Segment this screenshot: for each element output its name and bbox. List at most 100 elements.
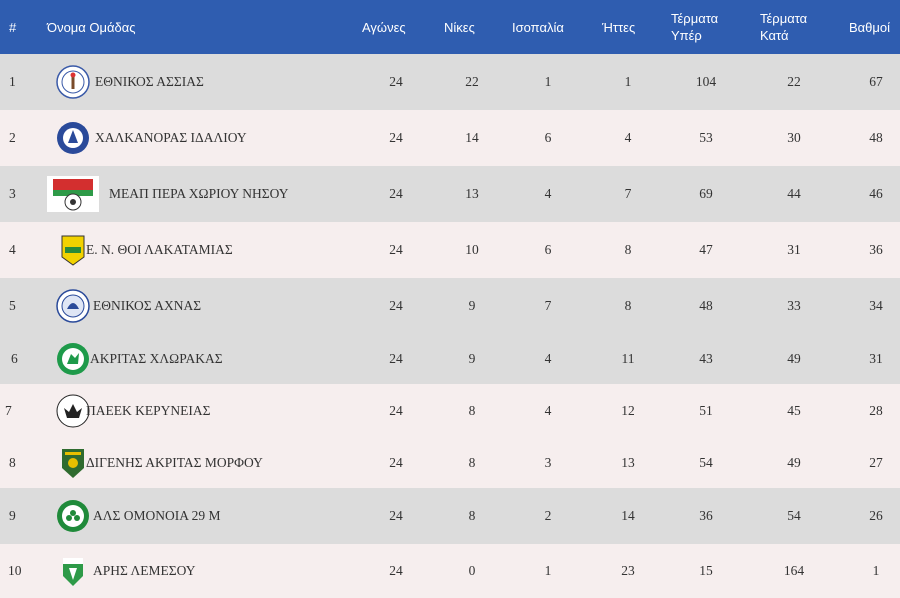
losses-value: 4 <box>624 130 632 145</box>
losses-value: 12 <box>621 403 635 418</box>
team-name[interactable]: ΑΚΡΙΤΑΣ ΧΛΩΡΑΚΑΣ <box>90 351 223 366</box>
rank-value: 10 <box>8 563 22 578</box>
digenis-crest-icon <box>44 438 102 488</box>
rank-value: 9 <box>9 508 16 523</box>
wins-value: 8 <box>468 508 476 523</box>
rank-value: 1 <box>9 74 16 89</box>
thoi-crest-icon <box>44 222 102 278</box>
goals-against-value: 33 <box>787 298 801 313</box>
draws-value: 3 <box>544 455 552 470</box>
points-value: 26 <box>869 508 883 523</box>
played-value: 24 <box>389 508 403 523</box>
goals-for-value: 43 <box>699 351 713 366</box>
played-value: 24 <box>389 351 403 366</box>
goals-for-value: 15 <box>699 563 713 578</box>
akritas-chlorakas-crest-icon <box>44 334 102 384</box>
losses-value: 11 <box>621 351 635 366</box>
table-row[interactable]: 1 ΕΘΝΙΚΟΣ ΑΣΣΙΑΣ 24 22 1 1 104 22 67 <box>0 54 900 110</box>
table-row[interactable]: 4 Ε. Ν. ΘΟΙ ΛΑΚΑΤΑΜΙΑΣ 24 10 6 8 47 31 36 <box>0 222 900 278</box>
losses-value: 7 <box>624 186 632 201</box>
goals-against-value: 49 <box>787 455 801 470</box>
draws-value: 1 <box>544 563 552 578</box>
goals-against-value: 44 <box>787 186 801 201</box>
table-row[interactable]: 6 ΑΚΡΙΤΑΣ ΧΛΩΡΑΚΑΣ 24 9 4 11 43 49 31 <box>0 334 900 384</box>
wins-value: 9 <box>468 298 476 313</box>
team-name[interactable]: ΧΑΛΚΑΝΟΡΑΣ ΙΔΑΛΙΟΥ <box>95 130 247 145</box>
played-value: 24 <box>389 242 403 257</box>
wins-value: 8 <box>468 403 476 418</box>
points-value: 46 <box>869 186 883 201</box>
table-row[interactable]: 2 ΧΑΛΚΑΝΟΡΑΣ ΙΔΑΛΙΟΥ 24 14 6 4 53 30 48 <box>0 110 900 166</box>
chalkanoras-crest-icon <box>44 110 102 166</box>
header-wins: Νίκες <box>444 19 475 35</box>
played-value: 24 <box>389 563 403 578</box>
goals-against-value: 49 <box>787 351 801 366</box>
draws-value: 7 <box>544 298 552 313</box>
goals-for-value: 47 <box>699 242 713 257</box>
goals-for-value: 54 <box>699 455 713 470</box>
draws-value: 6 <box>544 242 552 257</box>
team-name[interactable]: ΑΛΣ ΟΜΟΝΟΙΑ 29 Μ <box>93 508 221 523</box>
team-name[interactable]: ΕΘΝΙΚΟΣ ΑΧΝΑΣ <box>93 298 202 313</box>
points-value: 34 <box>869 298 883 313</box>
goals-for-value: 51 <box>699 403 713 418</box>
header-goals-against: Τέρματα Κατά <box>760 11 808 43</box>
header-played: Αγώνες <box>362 19 406 35</box>
goals-for-value: 104 <box>695 74 717 89</box>
goals-against-value: 31 <box>787 242 801 257</box>
header-points: Βαθμοί <box>849 19 891 35</box>
meap-crest-icon <box>44 166 102 222</box>
points-value: 31 <box>869 351 883 366</box>
team-name[interactable]: ΕΘΝΙΚΟΣ ΑΣΣΙΑΣ <box>95 74 204 89</box>
table-row[interactable]: 5 ΕΘΝΙΚΟΣ ΑΧΝΑΣ 24 9 7 8 48 33 34 <box>0 278 900 334</box>
team-name[interactable]: ΠΑΕΕΚ ΚΕΡΥΝΕΙΑΣ <box>86 403 211 418</box>
table-row[interactable]: 7 ΠΑΕΕΚ ΚΕΡΥΝΕΙΑΣ 24 8 4 12 51 45 28 <box>0 384 900 438</box>
draws-value: 6 <box>544 130 552 145</box>
points-value: 27 <box>869 455 883 470</box>
losses-value: 8 <box>624 242 632 257</box>
draws-value: 2 <box>544 508 552 523</box>
points-value: 48 <box>869 130 883 145</box>
header-losses: Ήττες <box>602 19 636 35</box>
header-draws: Ισοπαλία <box>512 19 564 35</box>
goals-for-value: 53 <box>699 130 713 145</box>
header-rank: # <box>9 19 17 35</box>
ethnikos-assias-crest-icon <box>44 54 102 110</box>
draws-value: 4 <box>544 351 552 366</box>
played-value: 24 <box>389 130 403 145</box>
played-value: 24 <box>389 186 403 201</box>
rank-value: 4 <box>9 242 16 257</box>
played-value: 24 <box>389 403 403 418</box>
rank-value: 3 <box>9 186 16 201</box>
team-name[interactable]: ΔΙΓΕΝΗΣ ΑΚΡΙΤΑΣ ΜΟΡΦΟΥ <box>86 455 263 470</box>
played-value: 24 <box>389 298 403 313</box>
table-header: # Όνομα Ομάδας Αγώνες Νίκες Ισοπαλία Ήττ… <box>0 0 900 54</box>
rank-value: 2 <box>9 130 16 145</box>
draws-value: 4 <box>544 186 552 201</box>
rank-value: 5 <box>9 298 16 313</box>
wins-value: 0 <box>468 563 476 578</box>
losses-value: 1 <box>624 74 632 89</box>
goals-against-value: 22 <box>787 74 801 89</box>
goals-for-value: 36 <box>699 508 713 523</box>
rank-value: 7 <box>5 403 12 418</box>
wins-value: 9 <box>468 351 476 366</box>
table-row[interactable]: 3 ΜΕΑΠ ΠΕΡΑ ΧΩΡΙΟΥ ΝΗΣΟΥ 24 13 4 7 69 44 46 <box>0 166 900 222</box>
team-name[interactable]: Ε. Ν. ΘΟΙ ΛΑΚΑΤΑΜΙΑΣ <box>86 242 233 257</box>
table-row[interactable]: 9 ΑΛΣ ΟΜΟΝΟΙΑ 29 Μ 24 8 2 14 36 54 26 <box>0 488 900 544</box>
team-name[interactable]: ΜΕΑΠ ΠΕΡΑ ΧΩΡΙΟΥ ΝΗΣΟΥ <box>109 186 289 201</box>
table-row[interactable]: 8 ΔΙΓΕΝΗΣ ΑΚΡΙΤΑΣ ΜΟΡΦΟΥ 24 8 3 13 54 49 27 <box>0 438 900 488</box>
goals-for-value: 48 <box>699 298 713 313</box>
goals-against-value: 30 <box>787 130 801 145</box>
team-name[interactable]: ΑΡΗΣ ΛΕΜΕΣΟΥ <box>93 563 196 578</box>
draws-value: 1 <box>544 74 552 89</box>
table-row[interactable]: 10 ΑΡΗΣ ΛΕΜΕΣΟΥ 24 0 1 23 15 164 1 <box>0 544 900 598</box>
rank-value: 8 <box>9 455 16 470</box>
header-team-name: Όνομα Ομάδας <box>47 19 136 35</box>
points-value: 36 <box>869 242 883 257</box>
wins-value: 13 <box>465 186 479 201</box>
omonoia-crest-icon <box>44 488 102 544</box>
goals-against-value: 45 <box>787 403 801 418</box>
paeek-crest-icon <box>44 384 102 438</box>
